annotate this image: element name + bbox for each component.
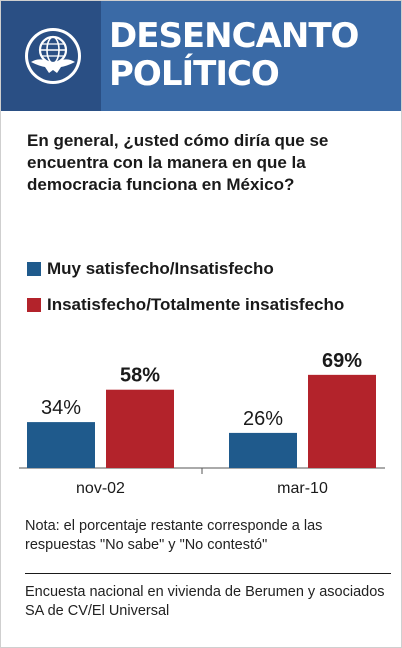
data-label-mar-10-series-0: 26%	[243, 408, 283, 430]
legend-swatch-satisfied	[27, 262, 41, 276]
survey-question: En general, ¿usted cómo diría que se enc…	[27, 131, 329, 194]
legend-label-satisfied: Muy satisfecho/Insatisfecho	[47, 259, 274, 278]
eagle-globe-icon	[25, 28, 81, 84]
header-logo-block	[1, 1, 101, 111]
title-line-1: DESENCANTO	[109, 16, 359, 56]
header-title: DESENCANTO POLÍTICO	[109, 16, 359, 94]
category-label-mar-10: mar-10	[277, 480, 328, 497]
bar-mar-10-series-0	[229, 432, 297, 468]
legend: Muy satisfecho/Insatisfecho Insatisfecho…	[27, 258, 387, 316]
legend-label-dissatisfied: Insatisfecho/Totalmente insatisfecho	[47, 295, 345, 314]
data-label-nov-02-series-0: 34%	[41, 397, 81, 419]
bar-chart: 34% 58% nov-02 26% 69% mar-10	[19, 350, 385, 497]
source-credit: Encuesta nacional en vivienda de Berumen…	[25, 584, 385, 619]
header-banner: DESENCANTO POLÍTICO	[1, 1, 401, 111]
bar-mar-10-series-1	[308, 374, 376, 468]
legend-item-dissatisfied: Insatisfecho/Totalmente insatisfecho	[27, 294, 387, 316]
category-label-nov-02: nov-02	[76, 480, 125, 497]
bar-nov-02-series-1	[106, 389, 174, 468]
bar-nov-02-series-0	[27, 422, 95, 468]
legend-swatch-dissatisfied	[27, 298, 41, 312]
legend-item-satisfied: Muy satisfecho/Insatisfecho	[27, 258, 387, 280]
footnote: Nota: el porcentaje restante corresponde…	[25, 518, 323, 553]
title-line-2: POLÍTICO	[109, 54, 280, 94]
data-label-mar-10-series-1: 69%	[322, 350, 362, 372]
data-label-nov-02-series-1: 58%	[120, 365, 160, 387]
divider	[25, 573, 391, 574]
